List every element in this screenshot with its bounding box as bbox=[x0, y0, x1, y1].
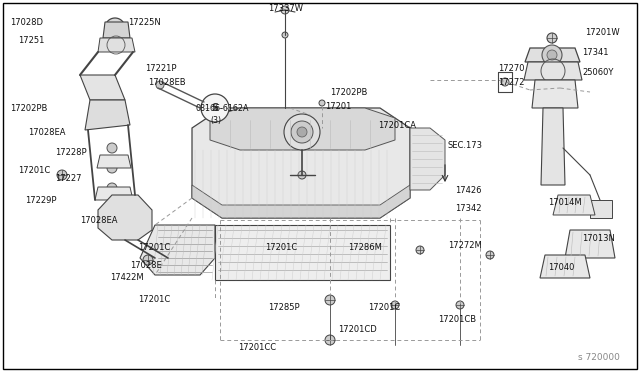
Text: 17201C: 17201C bbox=[138, 244, 170, 253]
Text: 17422M: 17422M bbox=[110, 273, 143, 282]
Text: 17201CD: 17201CD bbox=[338, 326, 377, 334]
Text: 17341: 17341 bbox=[582, 48, 609, 57]
Polygon shape bbox=[410, 128, 445, 190]
Circle shape bbox=[501, 78, 509, 86]
Circle shape bbox=[486, 251, 494, 259]
Text: 17028EB: 17028EB bbox=[148, 77, 186, 87]
Circle shape bbox=[284, 114, 320, 150]
Text: 17202PB: 17202PB bbox=[330, 87, 367, 96]
Polygon shape bbox=[98, 195, 152, 240]
Polygon shape bbox=[553, 195, 595, 215]
Text: 17201CC: 17201CC bbox=[238, 343, 276, 353]
Circle shape bbox=[319, 100, 325, 106]
Circle shape bbox=[156, 81, 164, 89]
Text: 17272M: 17272M bbox=[448, 241, 482, 250]
Text: 17201C: 17201C bbox=[368, 304, 400, 312]
Circle shape bbox=[547, 33, 557, 43]
Text: 17225N: 17225N bbox=[128, 17, 161, 26]
Circle shape bbox=[282, 32, 288, 38]
Circle shape bbox=[107, 143, 117, 153]
Polygon shape bbox=[590, 200, 612, 218]
Text: 17221P: 17221P bbox=[145, 64, 177, 73]
Text: 17201C: 17201C bbox=[265, 244, 297, 253]
Polygon shape bbox=[525, 48, 580, 62]
Text: 25060Y: 25060Y bbox=[582, 67, 613, 77]
Circle shape bbox=[201, 94, 229, 122]
Polygon shape bbox=[210, 108, 395, 150]
Text: 17014M: 17014M bbox=[548, 198, 582, 206]
Text: 17227: 17227 bbox=[55, 173, 81, 183]
Circle shape bbox=[542, 45, 562, 65]
Text: 17201W: 17201W bbox=[585, 28, 620, 36]
Text: 17342: 17342 bbox=[455, 203, 481, 212]
Text: 17028EA: 17028EA bbox=[80, 215, 118, 224]
Text: 17201CB: 17201CB bbox=[438, 315, 476, 324]
Text: (3): (3) bbox=[210, 115, 221, 125]
Text: 17201CA: 17201CA bbox=[378, 121, 416, 129]
Circle shape bbox=[281, 6, 289, 14]
Text: 17013N: 17013N bbox=[582, 234, 615, 243]
Polygon shape bbox=[565, 230, 615, 258]
Circle shape bbox=[57, 170, 67, 180]
Text: 17228P: 17228P bbox=[55, 148, 86, 157]
Polygon shape bbox=[98, 38, 135, 52]
Polygon shape bbox=[541, 108, 565, 185]
Circle shape bbox=[110, 23, 120, 33]
Polygon shape bbox=[97, 155, 131, 168]
Circle shape bbox=[325, 335, 335, 345]
Circle shape bbox=[107, 183, 117, 193]
Circle shape bbox=[416, 246, 424, 254]
Polygon shape bbox=[215, 225, 390, 280]
Text: S: S bbox=[211, 103, 219, 113]
Text: 17337W: 17337W bbox=[268, 3, 303, 13]
Polygon shape bbox=[103, 22, 130, 38]
Polygon shape bbox=[85, 100, 130, 130]
Circle shape bbox=[143, 255, 153, 265]
Text: SEC.173: SEC.173 bbox=[448, 141, 483, 150]
Circle shape bbox=[391, 301, 399, 309]
Text: 17251: 17251 bbox=[18, 35, 44, 45]
Circle shape bbox=[297, 127, 307, 137]
Text: 17426: 17426 bbox=[455, 186, 481, 195]
Circle shape bbox=[325, 295, 335, 305]
Text: s 720000: s 720000 bbox=[578, 353, 620, 362]
Polygon shape bbox=[192, 108, 410, 218]
Text: 17040: 17040 bbox=[548, 263, 574, 273]
Text: 17270: 17270 bbox=[498, 64, 525, 73]
Text: 17229P: 17229P bbox=[25, 196, 56, 205]
Polygon shape bbox=[95, 187, 133, 200]
Circle shape bbox=[298, 171, 306, 179]
Text: 17201C: 17201C bbox=[18, 166, 51, 174]
Text: 17028D: 17028D bbox=[10, 17, 43, 26]
Circle shape bbox=[107, 163, 117, 173]
Text: 17272: 17272 bbox=[498, 77, 525, 87]
Polygon shape bbox=[540, 255, 590, 278]
Text: 17201: 17201 bbox=[325, 102, 351, 110]
Text: 17201C: 17201C bbox=[138, 295, 170, 305]
Circle shape bbox=[456, 301, 464, 309]
Polygon shape bbox=[532, 80, 578, 108]
Circle shape bbox=[105, 18, 125, 38]
Polygon shape bbox=[140, 225, 215, 275]
Polygon shape bbox=[524, 62, 582, 80]
Text: 17202PB: 17202PB bbox=[10, 103, 47, 112]
Circle shape bbox=[547, 50, 557, 60]
Text: 17028EA: 17028EA bbox=[28, 128, 65, 137]
Polygon shape bbox=[80, 75, 125, 100]
Circle shape bbox=[291, 121, 313, 143]
Text: 17028E: 17028E bbox=[130, 260, 162, 269]
Text: 17286M: 17286M bbox=[348, 244, 382, 253]
Text: 17285P: 17285P bbox=[268, 304, 300, 312]
Polygon shape bbox=[192, 185, 410, 218]
Text: 08166-6162A: 08166-6162A bbox=[195, 103, 248, 112]
